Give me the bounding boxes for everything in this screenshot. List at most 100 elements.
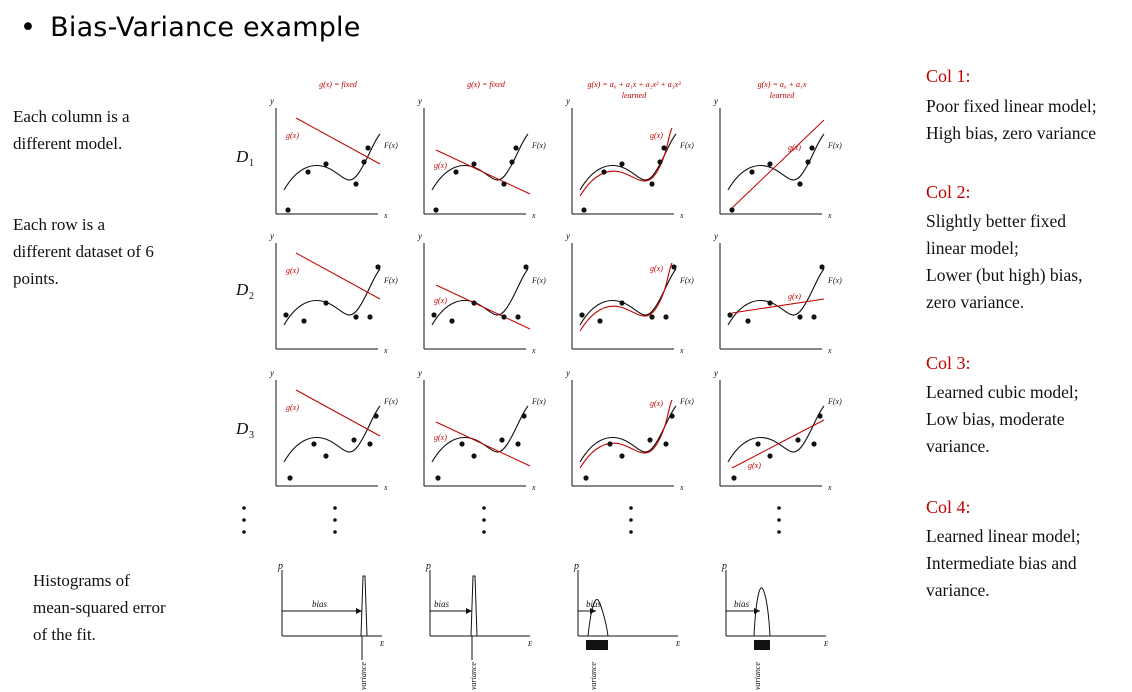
data-point bbox=[283, 312, 289, 318]
data-point bbox=[367, 441, 373, 447]
model-fit-label: g(x) bbox=[650, 399, 663, 408]
model-header: g(x) = a₀ + a₁x + a₂x² + a₃x³ bbox=[587, 80, 681, 89]
data-point bbox=[619, 300, 625, 306]
col2-heading: Col 2: bbox=[926, 182, 971, 202]
data-point bbox=[731, 475, 737, 481]
model-fit-line bbox=[435, 421, 531, 467]
data-point bbox=[597, 318, 603, 324]
row-label: D bbox=[235, 280, 249, 299]
col4-description: Learned linear model; Intermediate bias … bbox=[926, 523, 1081, 604]
data-point bbox=[601, 169, 607, 175]
data-point bbox=[323, 300, 329, 306]
variance-label: variance bbox=[753, 662, 762, 690]
data-point bbox=[431, 312, 437, 318]
col1-heading: Col 1: bbox=[926, 66, 971, 86]
true-function-curve bbox=[283, 405, 381, 463]
desc-line: High bias, zero variance bbox=[926, 123, 1097, 143]
true-function-curve bbox=[431, 405, 529, 463]
scatter-panel: y x F(x) g(x) bbox=[713, 96, 842, 220]
data-point bbox=[795, 437, 801, 443]
data-point bbox=[515, 441, 521, 447]
scatter-panel: y x F(x) g(x) bbox=[565, 231, 694, 355]
e-axis-label: E bbox=[823, 640, 829, 648]
data-point bbox=[817, 413, 823, 419]
true-function-label: F(x) bbox=[827, 276, 842, 285]
x-axis-label: x bbox=[531, 346, 536, 355]
data-point bbox=[809, 145, 815, 151]
e-axis-label: E bbox=[527, 640, 533, 648]
data-point bbox=[499, 437, 505, 443]
data-point bbox=[727, 312, 733, 318]
data-point bbox=[749, 169, 755, 175]
desc-line: Poor fixed linear model; bbox=[926, 96, 1097, 116]
ellipsis-dot bbox=[482, 530, 486, 534]
true-function-label: F(x) bbox=[827, 397, 842, 406]
x-axis-label: x bbox=[679, 483, 684, 492]
model-fit-label: g(x) bbox=[650, 264, 663, 273]
model-fit-line bbox=[295, 389, 381, 437]
model-fit-curve bbox=[579, 399, 673, 469]
ellipsis-dot bbox=[482, 506, 486, 510]
note-line: Each column is a bbox=[13, 107, 130, 126]
data-point bbox=[767, 300, 773, 306]
ellipsis-dot bbox=[777, 506, 781, 510]
scatter-panel: y x F(x) g(x) bbox=[417, 368, 546, 492]
data-point bbox=[351, 437, 357, 443]
ellipsis-dot bbox=[777, 530, 781, 534]
desc-line: linear model; bbox=[926, 238, 1019, 258]
bias-label: bias bbox=[312, 599, 328, 609]
data-point bbox=[797, 181, 803, 187]
variance-label: variance bbox=[469, 662, 478, 690]
model-fit-label: g(x) bbox=[788, 292, 801, 301]
true-function-curve bbox=[431, 133, 529, 191]
model-fit-label: g(x) bbox=[286, 403, 299, 412]
desc-line: Slightly better fixed bbox=[926, 211, 1066, 231]
ellipsis-dot bbox=[629, 506, 633, 510]
row-label-subscript: 1 bbox=[249, 158, 254, 169]
model-fit-label: g(x) bbox=[286, 131, 299, 140]
row-label-subscript: 2 bbox=[249, 291, 254, 302]
model-fit-label: g(x) bbox=[434, 161, 447, 170]
model-fit-label: g(x) bbox=[434, 296, 447, 305]
y-axis-label: y bbox=[713, 368, 718, 378]
true-function-curve bbox=[579, 133, 677, 191]
bias-label: bias bbox=[434, 599, 450, 609]
variance-label: variance bbox=[359, 662, 368, 690]
data-point bbox=[323, 161, 329, 167]
bias-arrow-head bbox=[466, 608, 472, 614]
data-point bbox=[305, 169, 311, 175]
data-point bbox=[619, 161, 625, 167]
data-point bbox=[311, 441, 317, 447]
col1-description: Poor fixed linear model; High bias, zero… bbox=[926, 93, 1097, 147]
data-point bbox=[649, 181, 655, 187]
y-axis-label: y bbox=[713, 231, 718, 241]
bias-arrow-head bbox=[356, 608, 362, 614]
col3-heading: Col 3: bbox=[926, 353, 971, 373]
data-point bbox=[811, 314, 817, 320]
model-fit-label: g(x) bbox=[748, 461, 761, 470]
data-point bbox=[619, 453, 625, 459]
model-header-sub: learned bbox=[622, 91, 647, 100]
model-fit-label: g(x) bbox=[788, 143, 801, 152]
x-axis-label: x bbox=[827, 211, 832, 220]
true-function-label: F(x) bbox=[383, 397, 398, 406]
data-point bbox=[453, 169, 459, 175]
data-point bbox=[375, 264, 381, 270]
data-point bbox=[367, 314, 373, 320]
model-fit-line bbox=[435, 284, 531, 330]
variance-bar bbox=[754, 640, 770, 650]
data-point bbox=[471, 161, 477, 167]
desc-line: Intermediate bias and bbox=[926, 553, 1077, 573]
true-function-label: F(x) bbox=[679, 397, 694, 406]
true-function-curve bbox=[431, 268, 529, 326]
p-axis-label: p bbox=[277, 561, 283, 572]
data-point bbox=[657, 159, 663, 165]
model-fit-label: g(x) bbox=[286, 266, 299, 275]
model-fit-line bbox=[731, 119, 825, 209]
note-histograms: Histograms of mean-squared error of the … bbox=[33, 567, 166, 648]
data-point bbox=[729, 207, 735, 213]
